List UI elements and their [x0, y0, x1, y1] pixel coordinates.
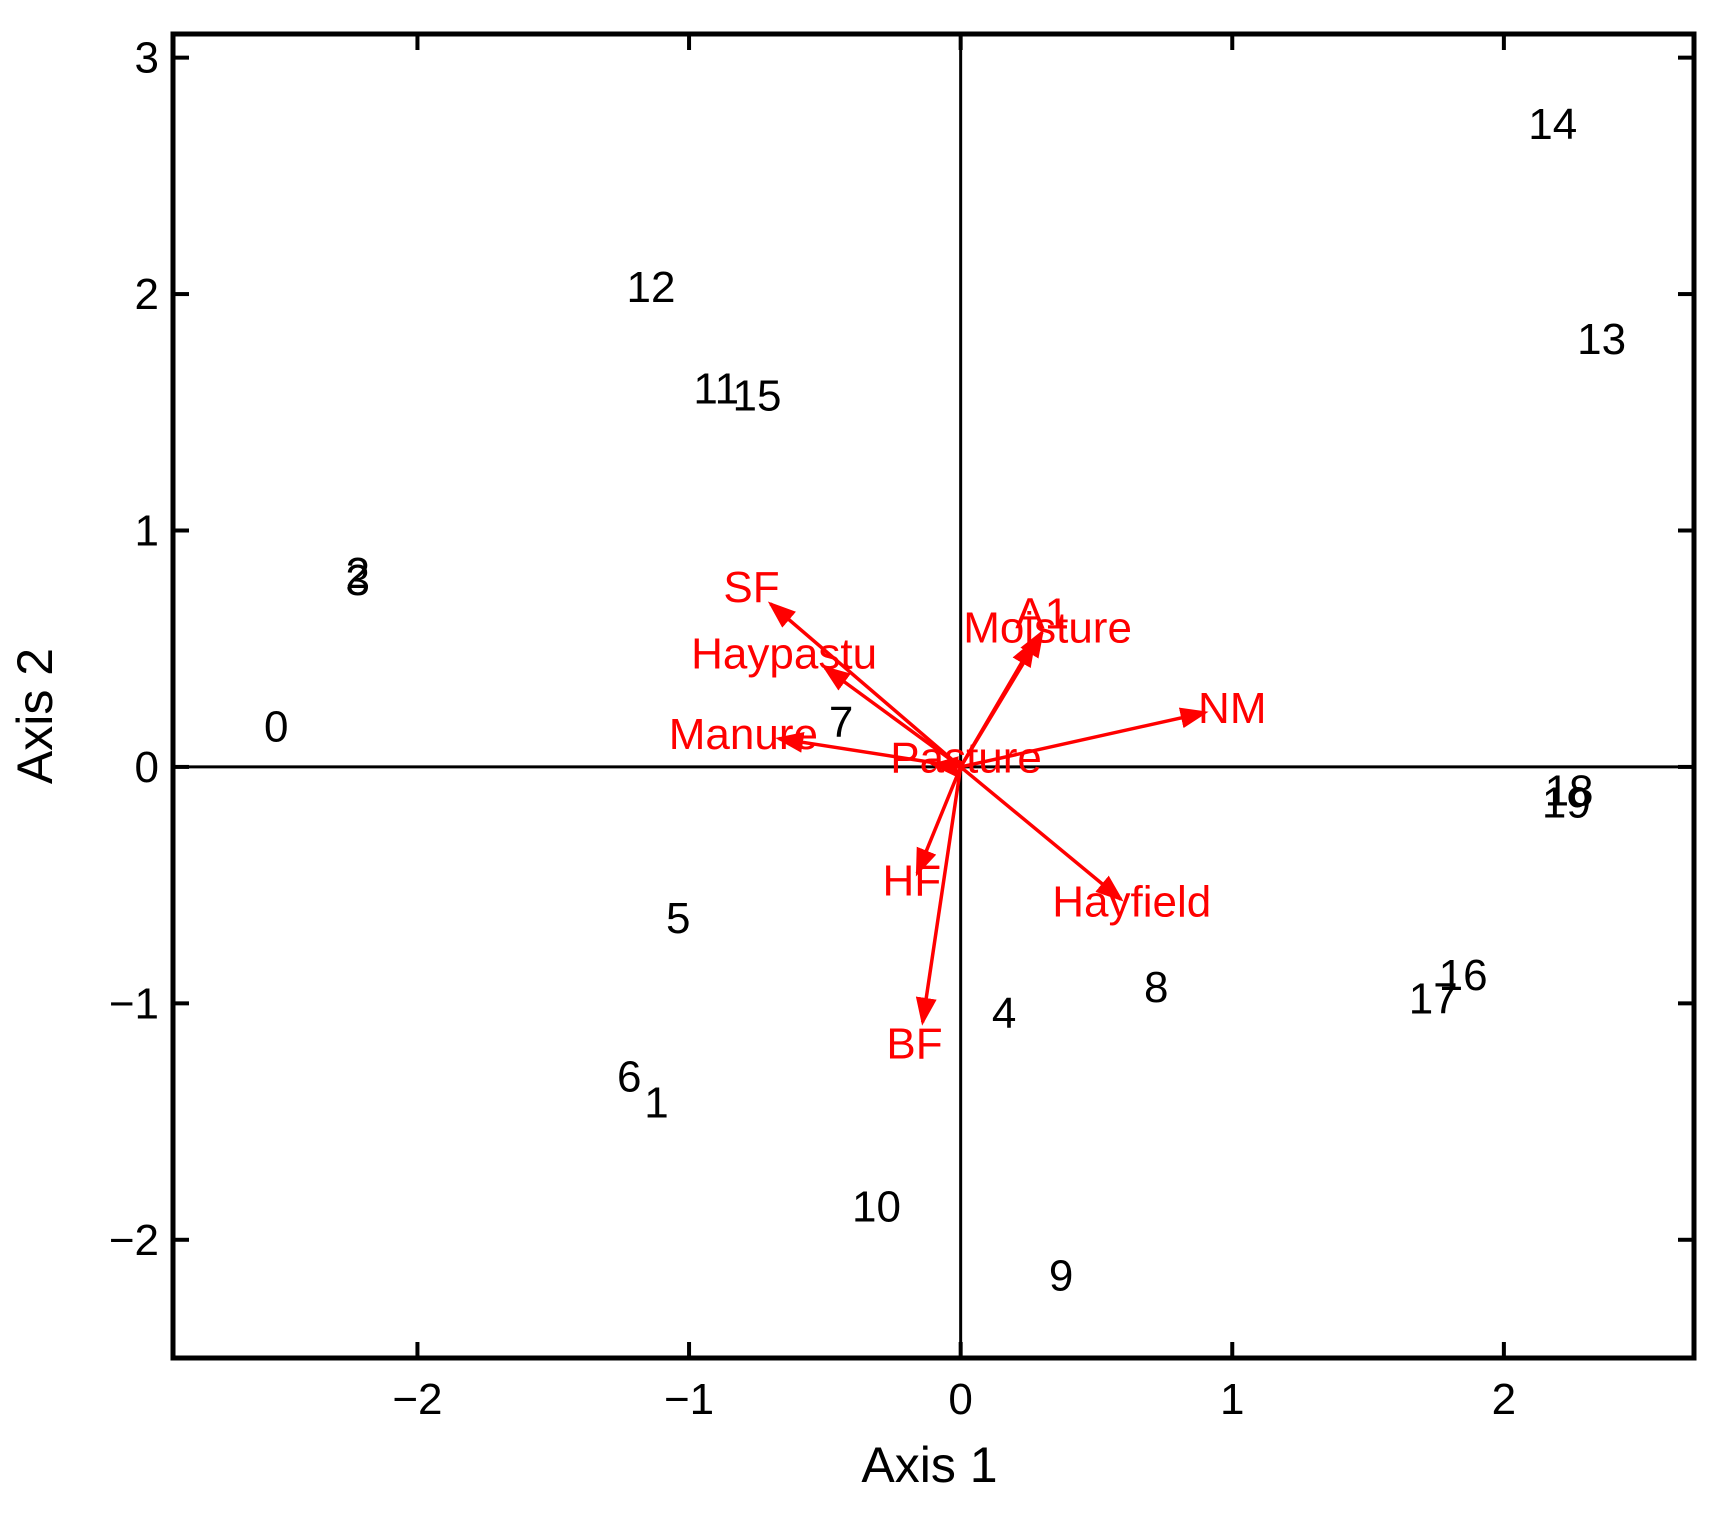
- x-tick-label: 0: [948, 1375, 972, 1424]
- x-axis-label: Axis 1: [861, 1437, 997, 1493]
- y-tick-label: −2: [109, 1216, 159, 1265]
- vector-label-sf: SF: [723, 563, 779, 612]
- site-label-14: 14: [1528, 100, 1577, 149]
- site-label-13: 13: [1577, 315, 1626, 364]
- vector-label-bf: BF: [886, 1020, 942, 1069]
- site-label-8: 8: [1144, 963, 1168, 1012]
- x-tick-label: −1: [664, 1375, 714, 1424]
- y-tick-label: 1: [135, 507, 159, 556]
- vector-label-hf: HF: [882, 856, 941, 905]
- site-label-2: 2: [345, 549, 369, 598]
- site-label-1: 1: [644, 1079, 668, 1128]
- vector-arrow-bf: [915, 766, 963, 1026]
- vector-label-moisture: Moisture: [963, 603, 1132, 652]
- x-tick-label: 2: [1492, 1375, 1516, 1424]
- site-label-4: 4: [992, 989, 1016, 1038]
- site-label-19: 19: [1542, 778, 1591, 827]
- y-tick-label: 3: [135, 34, 159, 83]
- site-label-16: 16: [1439, 951, 1488, 1000]
- vector-arrow-hf: [915, 766, 963, 877]
- y-tick-label: −1: [109, 979, 159, 1028]
- site-label-7: 7: [829, 698, 853, 747]
- site-label-3: 3: [345, 556, 369, 605]
- environmental-vectors: SFHaypastuManurePastureA1MoistureNMHayfi…: [669, 563, 1267, 1068]
- y-axis-label: Axis 2: [7, 648, 63, 784]
- site-label-6: 6: [617, 1053, 641, 1102]
- vector-arrow-sf: [767, 601, 962, 769]
- site-label-17: 17: [1409, 975, 1458, 1024]
- vector-label-a1: A1: [1015, 589, 1069, 638]
- vector-arrow-hayfield: [959, 765, 1124, 902]
- site-label-11: 11: [693, 365, 739, 414]
- site-label-0: 0: [264, 703, 288, 752]
- vector-label-manure: Manure: [669, 710, 818, 759]
- site-label-9: 9: [1049, 1251, 1073, 1300]
- vector-arrow-haypastu: [822, 665, 962, 769]
- site-label-10: 10: [852, 1183, 901, 1232]
- site-label-5: 5: [666, 894, 690, 943]
- vector-label-nm: NM: [1198, 684, 1266, 733]
- vector-arrow-moisture: [959, 638, 1036, 768]
- plot-frame: [170, 31, 1697, 1361]
- x-tick-label: −2: [392, 1375, 442, 1424]
- y-tick-label: 0: [135, 743, 159, 792]
- site-label-12: 12: [627, 263, 676, 312]
- x-tick-label: 1: [1220, 1375, 1244, 1424]
- vector-label-hayfield: Hayfield: [1052, 878, 1211, 927]
- site-label-15: 15: [732, 372, 781, 421]
- vector-arrow-nm: [960, 707, 1209, 769]
- site-label-18: 18: [1545, 767, 1594, 816]
- vector-arrow-pasture: [930, 756, 961, 778]
- vector-label-haypastu: Haypastu: [691, 629, 877, 678]
- y-tick-label: 2: [135, 270, 159, 319]
